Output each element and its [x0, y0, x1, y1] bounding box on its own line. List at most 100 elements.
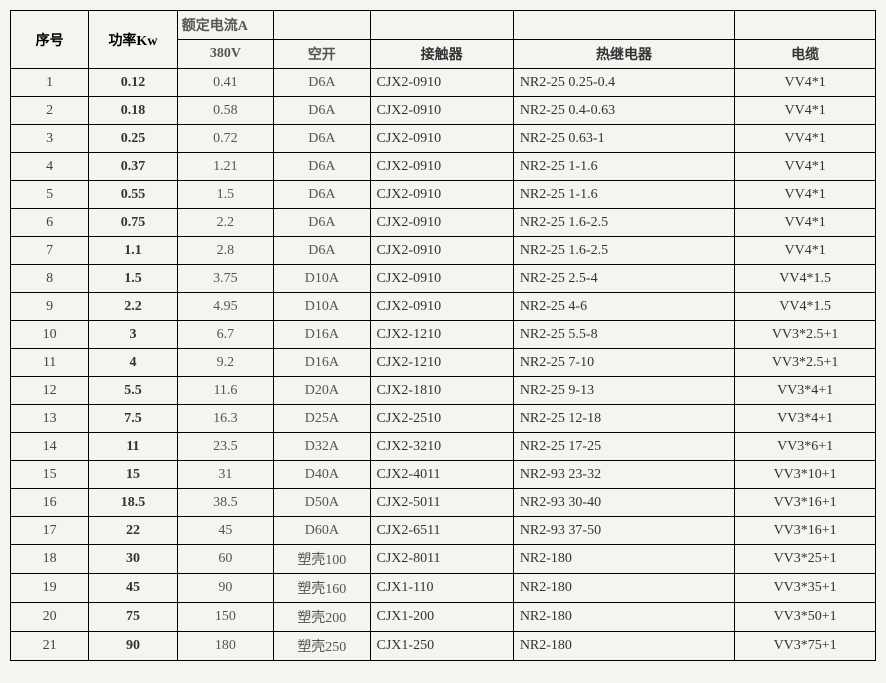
header-row-1: 序号 功率Kw 额定电流A	[11, 11, 876, 40]
cell-380v: 1.21	[177, 153, 273, 181]
cell-cable: VV4*1	[735, 69, 876, 97]
cell-power: 0.12	[89, 69, 178, 97]
cell-relay: NR2-25 2.5-4	[513, 265, 734, 293]
cell-seq: 9	[11, 293, 89, 321]
cell-relay: NR2-180	[513, 603, 734, 632]
cell-cable: VV4*1.5	[735, 293, 876, 321]
header-cable: 电缆	[735, 40, 876, 69]
cell-seq: 18	[11, 545, 89, 574]
cell-seq: 17	[11, 517, 89, 545]
cell-380v: 2.8	[177, 237, 273, 265]
cell-seq: 15	[11, 461, 89, 489]
cell-seq: 4	[11, 153, 89, 181]
table-row: 40.371.21D6ACJX2-0910NR2-25 1-1.6VV4*1	[11, 153, 876, 181]
table-row: 137.516.3D25ACJX2-2510NR2-25 12-18VV3*4+…	[11, 405, 876, 433]
cell-contactor: CJX2-0910	[370, 209, 513, 237]
cell-seq: 21	[11, 632, 89, 661]
cell-cable: VV4*1	[735, 125, 876, 153]
cell-cable: VV3*4+1	[735, 405, 876, 433]
header-blank-2	[370, 11, 513, 40]
cell-contactor: CJX2-0910	[370, 69, 513, 97]
cell-power: 11	[89, 433, 178, 461]
cell-seq: 12	[11, 377, 89, 405]
cell-switch: 塑壳200	[274, 603, 370, 632]
cell-power: 3	[89, 321, 178, 349]
cell-power: 0.55	[89, 181, 178, 209]
cell-relay: NR2-25 9-13	[513, 377, 734, 405]
cell-380v: 1.5	[177, 181, 273, 209]
cell-power: 45	[89, 574, 178, 603]
cell-power: 30	[89, 545, 178, 574]
cell-contactor: CJX2-0910	[370, 265, 513, 293]
cell-seq: 19	[11, 574, 89, 603]
cell-cable: VV3*16+1	[735, 517, 876, 545]
header-blank-1	[274, 11, 370, 40]
cell-380v: 2.2	[177, 209, 273, 237]
cell-cable: VV3*25+1	[735, 545, 876, 574]
cell-seq: 6	[11, 209, 89, 237]
table-row: 2190180塑壳250CJX1-250NR2-180VV3*75+1	[11, 632, 876, 661]
cell-cable: VV4*1	[735, 97, 876, 125]
cell-380v: 23.5	[177, 433, 273, 461]
cell-relay: NR2-25 1.6-2.5	[513, 209, 734, 237]
cell-relay: NR2-25 1-1.6	[513, 153, 734, 181]
table-row: 50.551.5D6ACJX2-0910NR2-25 1-1.6VV4*1	[11, 181, 876, 209]
cell-seq: 5	[11, 181, 89, 209]
cell-contactor: CJX2-1810	[370, 377, 513, 405]
cell-power: 0.75	[89, 209, 178, 237]
table-row: 141123.5D32ACJX2-3210NR2-25 17-25VV3*6+1	[11, 433, 876, 461]
cell-contactor: CJX2-0910	[370, 97, 513, 125]
cell-switch: D6A	[274, 181, 370, 209]
cell-contactor: CJX2-0910	[370, 237, 513, 265]
cell-relay: NR2-93 30-40	[513, 489, 734, 517]
table-row: 71.12.8D6ACJX2-0910NR2-25 1.6-2.5VV4*1	[11, 237, 876, 265]
cell-switch: D6A	[274, 153, 370, 181]
cell-contactor: CJX2-0910	[370, 293, 513, 321]
cell-contactor: CJX1-250	[370, 632, 513, 661]
cell-cable: VV3*2.5+1	[735, 349, 876, 377]
cell-switch: D50A	[274, 489, 370, 517]
cell-power: 4	[89, 349, 178, 377]
cell-contactor: CJX2-3210	[370, 433, 513, 461]
cell-380v: 38.5	[177, 489, 273, 517]
cell-relay: NR2-25 7-10	[513, 349, 734, 377]
cell-contactor: CJX2-1210	[370, 349, 513, 377]
header-rated-current-group: 额定电流A	[177, 11, 273, 40]
cell-380v: 3.75	[177, 265, 273, 293]
cell-switch: D6A	[274, 69, 370, 97]
cell-switch: D16A	[274, 349, 370, 377]
cell-switch: 塑壳100	[274, 545, 370, 574]
cell-cable: VV3*75+1	[735, 632, 876, 661]
table-body: 10.120.41D6ACJX2-0910NR2-25 0.25-0.4VV4*…	[11, 69, 876, 661]
cell-380v: 90	[177, 574, 273, 603]
cell-380v: 60	[177, 545, 273, 574]
header-blank-4	[735, 11, 876, 40]
cell-cable: VV4*1	[735, 153, 876, 181]
cell-relay: NR2-25 17-25	[513, 433, 734, 461]
cell-relay: NR2-180	[513, 632, 734, 661]
cell-switch: D32A	[274, 433, 370, 461]
cell-power: 18.5	[89, 489, 178, 517]
table-row: 172245D60ACJX2-6511NR2-93 37-50VV3*16+1	[11, 517, 876, 545]
motor-selection-table: 序号 功率Kw 额定电流A 380V 空开 接触器 热继电器 电缆 10.120…	[10, 10, 876, 661]
cell-relay: NR2-25 12-18	[513, 405, 734, 433]
cell-380v: 6.7	[177, 321, 273, 349]
cell-contactor: CJX2-0910	[370, 125, 513, 153]
cell-380v: 0.41	[177, 69, 273, 97]
cell-relay: NR2-25 0.25-0.4	[513, 69, 734, 97]
cell-cable: VV3*10+1	[735, 461, 876, 489]
cell-seq: 20	[11, 603, 89, 632]
cell-contactor: CJX2-6511	[370, 517, 513, 545]
cell-seq: 7	[11, 237, 89, 265]
cell-switch: D25A	[274, 405, 370, 433]
cell-power: 1.5	[89, 265, 178, 293]
cell-seq: 1	[11, 69, 89, 97]
cell-power: 22	[89, 517, 178, 545]
cell-switch: 塑壳160	[274, 574, 370, 603]
header-power: 功率Kw	[89, 11, 178, 69]
cell-relay: NR2-180	[513, 545, 734, 574]
cell-seq: 3	[11, 125, 89, 153]
cell-switch: D6A	[274, 209, 370, 237]
header-seq: 序号	[11, 11, 89, 69]
cell-power: 15	[89, 461, 178, 489]
